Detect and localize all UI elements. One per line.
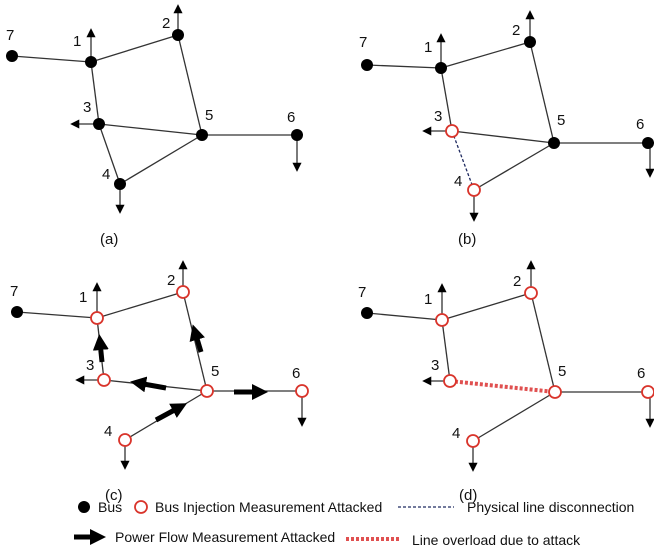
buses <box>361 36 654 197</box>
bus-5 <box>548 137 560 149</box>
bus-2 <box>176 285 190 299</box>
bus-label-5: 5 <box>558 363 566 380</box>
bus-4 <box>466 434 480 448</box>
bus-7 <box>361 307 373 319</box>
bus-label-5: 5 <box>557 112 565 129</box>
bus-1 <box>435 62 447 74</box>
bus-label-3: 3 <box>86 357 94 374</box>
bus-3 <box>93 118 105 130</box>
bus-label-7: 7 <box>6 27 14 44</box>
panel-d: 7 1 2 3 5 6 4 (d) <box>358 260 654 504</box>
panel-a: 7 1 2 3 5 6 4 (a) <box>6 4 303 248</box>
bus-2 <box>524 36 536 48</box>
power-flow-arrows <box>92 324 269 423</box>
bus-label-4: 4 <box>102 166 110 183</box>
buses <box>361 286 654 448</box>
legend-attacked-label: Bus Injection Measurement Attacked <box>155 499 382 515</box>
bus-label-7: 7 <box>10 283 18 300</box>
bus-labels: 7 1 2 3 5 6 4 <box>359 22 644 190</box>
bus-label-2: 2 <box>167 272 175 289</box>
bus-4 <box>114 178 126 190</box>
bus-4 <box>467 183 481 197</box>
network-lines <box>366 41 654 191</box>
panel-caption-d: (d) <box>459 487 477 504</box>
bus-3 <box>445 124 459 138</box>
bus-6 <box>295 384 309 398</box>
bus-label-3: 3 <box>431 357 439 374</box>
bus-2 <box>524 286 538 300</box>
legend-bus-marker <box>78 501 90 513</box>
power-flow-arrow <box>130 376 167 393</box>
panel-caption-a: (a) <box>100 231 118 248</box>
bus-label-5: 5 <box>205 107 213 124</box>
legend-disconnection-label: Physical line disconnection <box>467 499 634 515</box>
bus-5 <box>196 129 208 141</box>
bus-label-5: 5 <box>211 363 219 380</box>
power-flow-arrow <box>92 334 109 363</box>
bus-5 <box>200 384 214 398</box>
bus-1 <box>90 311 104 325</box>
bus-7 <box>361 59 373 71</box>
bus-label-4: 4 <box>454 173 462 190</box>
bus-2 <box>172 29 184 41</box>
physical-disconnection-line <box>451 130 475 191</box>
bus-6 <box>641 385 654 399</box>
bus-label-1: 1 <box>424 39 432 56</box>
bus-6 <box>291 129 303 141</box>
bus-labels: 7 1 2 3 5 6 4 <box>10 272 300 440</box>
panel-c: 7 1 2 3 5 6 4 (c) <box>10 260 309 504</box>
bus-label-2: 2 <box>512 22 520 39</box>
bus-label-1: 1 <box>79 289 87 306</box>
legend-attacked-marker <box>134 500 148 514</box>
bus-3 <box>443 374 457 388</box>
bus-label-6: 6 <box>287 109 295 126</box>
bus-7 <box>6 50 18 62</box>
bus-3 <box>97 373 111 387</box>
bus-labels: 7 1 2 3 5 6 4 <box>358 273 645 442</box>
line-overload <box>449 379 556 394</box>
bus-1 <box>85 56 97 68</box>
bus-5 <box>548 385 562 399</box>
bus-4 <box>118 433 132 447</box>
buses <box>6 29 303 190</box>
bus-label-7: 7 <box>359 34 367 51</box>
network-lines <box>11 34 297 185</box>
panel-b: 7 1 2 3 5 6 4 (b) <box>359 10 654 248</box>
power-flow-arrow <box>154 403 188 423</box>
bus-label-2: 2 <box>513 273 521 290</box>
legend: Bus Bus Injection Measurement Attacked P… <box>74 499 634 548</box>
bus-6 <box>642 137 654 149</box>
bus-label-1: 1 <box>73 33 81 50</box>
legend-overload-label: Line overload due to attack <box>412 532 581 548</box>
bus-label-4: 4 <box>452 425 460 442</box>
bus-label-7: 7 <box>358 284 366 301</box>
bus-7 <box>11 306 23 318</box>
power-flow-arrow <box>189 324 205 353</box>
bus-label-6: 6 <box>637 365 645 382</box>
bus-label-4: 4 <box>104 423 112 440</box>
buses <box>11 285 309 447</box>
bus-label-2: 2 <box>162 15 170 32</box>
network-lines <box>366 292 654 442</box>
legend-power-flow-label: Power Flow Measurement Attacked <box>115 529 335 545</box>
bus-label-6: 6 <box>636 116 644 133</box>
bus-label-3: 3 <box>434 108 442 125</box>
bus-label-6: 6 <box>292 365 300 382</box>
bus-labels: 7 1 2 3 5 6 4 <box>6 15 295 183</box>
panel-caption-b: (b) <box>458 231 476 248</box>
bus-1 <box>435 313 449 327</box>
panel-caption-c: (c) <box>105 487 123 504</box>
bus-label-3: 3 <box>83 99 91 116</box>
legend-bus-label: Bus <box>98 499 122 515</box>
bus-label-1: 1 <box>424 291 432 308</box>
